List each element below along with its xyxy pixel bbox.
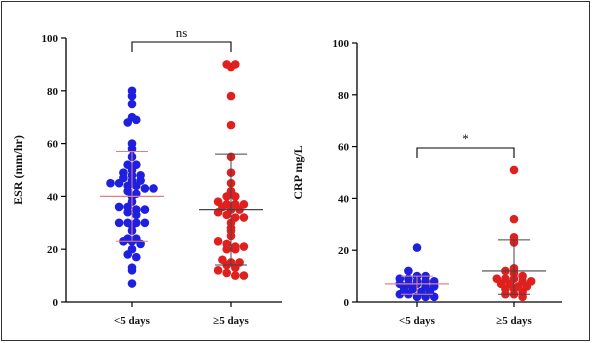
data-point xyxy=(114,218,124,228)
y-tick-label: 60 xyxy=(338,142,350,154)
data-point xyxy=(239,213,249,222)
data-point xyxy=(518,271,527,281)
data-point xyxy=(226,91,236,101)
data-point xyxy=(127,279,137,288)
data-point xyxy=(127,99,137,109)
y-tick-label: 0 xyxy=(53,297,59,309)
y-tick-label: 40 xyxy=(47,191,59,203)
data-point xyxy=(231,271,240,280)
data-point xyxy=(231,242,240,251)
data-point xyxy=(222,268,231,278)
data-point xyxy=(123,218,132,228)
chart-panel-2: 0 20 40 60 80 100 CRP mg/L <5 days ≥5 days * xyxy=(291,38,562,327)
y-tick-label: 100 xyxy=(333,38,350,50)
data-point xyxy=(222,60,231,69)
y-tick-label: 100 xyxy=(42,33,59,45)
y-tick-label: 80 xyxy=(47,86,59,98)
x-category-label: ≥5 days xyxy=(496,315,532,327)
data-point xyxy=(132,252,141,262)
data-point xyxy=(239,271,249,280)
x-category-label: ≥5 days xyxy=(213,315,249,327)
data-point xyxy=(222,200,231,209)
y-tick-label: 60 xyxy=(47,139,59,151)
data-point xyxy=(127,86,137,96)
significance-bracket xyxy=(131,41,232,52)
data-point xyxy=(140,218,150,228)
data-point xyxy=(509,214,519,224)
data-point xyxy=(127,263,137,272)
data-point xyxy=(127,139,137,148)
chart-panel-1: 0 20 40 60 80 100 ESR (mm/hr) <5 days ≥5 days ns xyxy=(11,25,282,327)
data-point xyxy=(140,205,150,214)
significance-label: ns xyxy=(176,25,188,40)
significance-bracket xyxy=(416,147,515,158)
data-point xyxy=(132,205,141,214)
data-point xyxy=(404,266,413,276)
data-point xyxy=(501,274,510,283)
data-point xyxy=(132,160,141,170)
data-point xyxy=(509,165,519,175)
data-point xyxy=(136,170,145,180)
data-point xyxy=(412,243,422,252)
y-tick-label: 20 xyxy=(338,245,350,257)
data-point xyxy=(231,213,240,222)
data-point xyxy=(213,266,223,275)
data-point xyxy=(222,239,231,249)
data-point xyxy=(213,197,223,206)
data-point xyxy=(114,202,124,212)
data-point xyxy=(123,160,132,170)
y-tick-label: 0 xyxy=(344,297,350,309)
data-point xyxy=(492,274,502,283)
significance-label: * xyxy=(462,131,469,146)
y-axis-label: ESR (mm/hr) xyxy=(11,135,25,205)
data-point xyxy=(239,200,249,209)
x-category-label: <5 days xyxy=(399,315,436,327)
y-tick-label: 40 xyxy=(338,193,350,205)
data-point xyxy=(140,184,150,193)
data-point xyxy=(231,200,240,209)
y-tick-label: 20 xyxy=(47,244,59,256)
data-point xyxy=(132,218,141,228)
data-point xyxy=(526,276,536,286)
data-point xyxy=(239,242,249,251)
data-point xyxy=(226,120,236,130)
data-point xyxy=(127,244,137,254)
data-point xyxy=(119,168,128,177)
data-point xyxy=(231,60,240,69)
x-category-label: <5 days xyxy=(114,315,151,327)
data-point xyxy=(149,184,158,193)
data-point xyxy=(127,112,137,122)
y-tick-label: 80 xyxy=(338,90,350,102)
data-point xyxy=(213,236,223,246)
data-point xyxy=(106,178,115,188)
y-axis-label: CRP mg/L xyxy=(291,145,305,199)
data-point xyxy=(218,255,227,265)
